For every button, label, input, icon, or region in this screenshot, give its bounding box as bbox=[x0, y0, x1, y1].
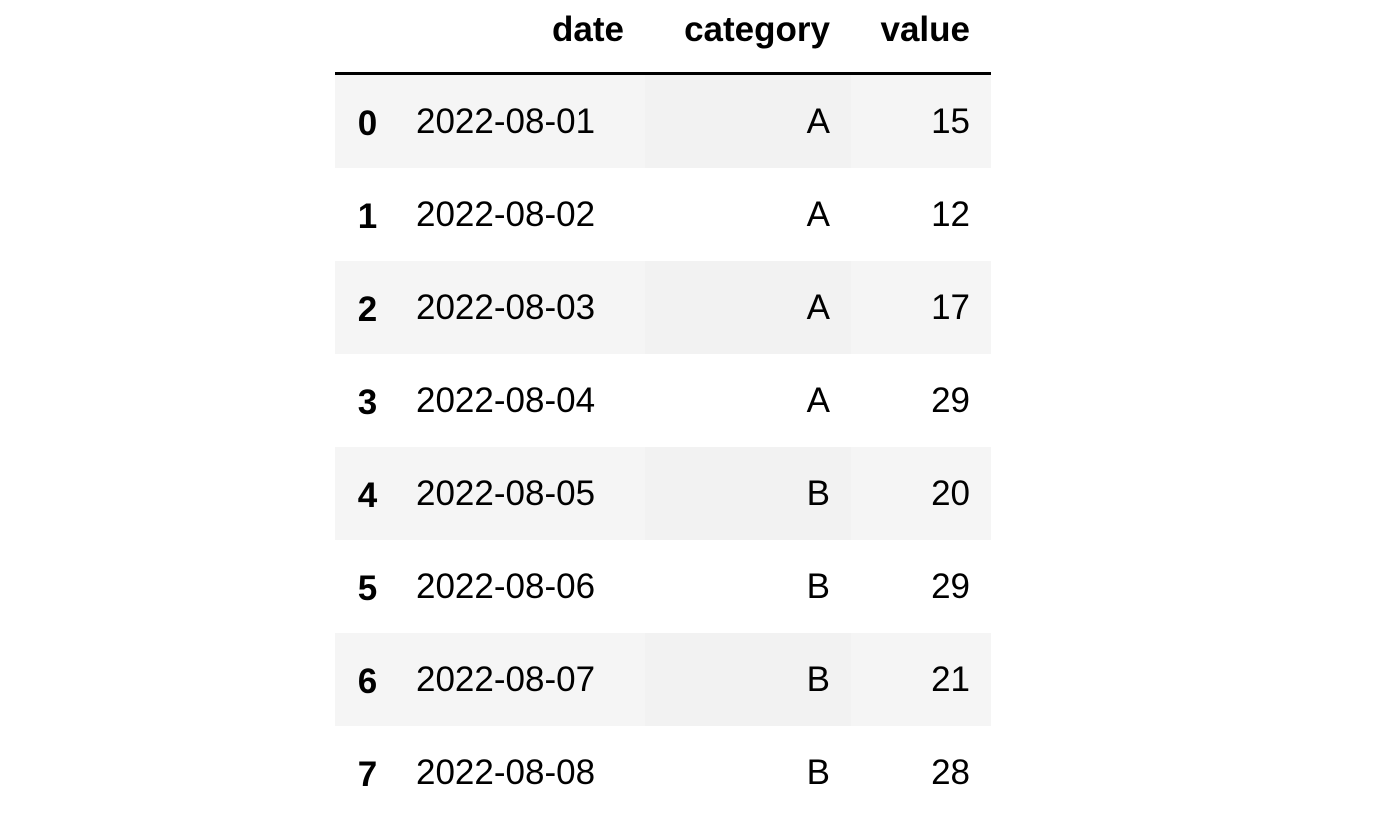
category-cell: B bbox=[645, 447, 851, 540]
row-index: 5 bbox=[335, 540, 400, 633]
value-cell: 21 bbox=[851, 633, 991, 726]
category-cell: A bbox=[645, 261, 851, 354]
date-cell: 2022-08-05 bbox=[400, 447, 645, 540]
date-cell: 2022-08-08 bbox=[400, 726, 645, 819]
value-cell: 28 bbox=[851, 726, 991, 819]
category-cell: A bbox=[645, 74, 851, 169]
category-cell: A bbox=[645, 354, 851, 447]
value-cell: 12 bbox=[851, 168, 991, 261]
column-header: category bbox=[645, 0, 851, 74]
row-index: 4 bbox=[335, 447, 400, 540]
index-header bbox=[335, 0, 400, 74]
date-cell: 2022-08-06 bbox=[400, 540, 645, 633]
row-index: 0 bbox=[335, 74, 400, 169]
category-cell: A bbox=[645, 168, 851, 261]
row-index: 6 bbox=[335, 633, 400, 726]
date-cell: 2022-08-01 bbox=[400, 74, 645, 169]
column-header: value bbox=[851, 0, 991, 74]
date-cell: 2022-08-04 bbox=[400, 354, 645, 447]
category-cell: B bbox=[645, 726, 851, 819]
date-cell: 2022-08-02 bbox=[400, 168, 645, 261]
value-cell: 15 bbox=[851, 74, 991, 169]
column-header: date bbox=[400, 0, 645, 74]
row-index: 7 bbox=[335, 726, 400, 819]
category-cell: B bbox=[645, 633, 851, 726]
value-cell: 20 bbox=[851, 447, 991, 540]
row-index: 2 bbox=[335, 261, 400, 354]
value-cell: 29 bbox=[851, 540, 991, 633]
date-cell: 2022-08-07 bbox=[400, 633, 645, 726]
value-cell: 29 bbox=[851, 354, 991, 447]
date-cell: 2022-08-03 bbox=[400, 261, 645, 354]
row-index: 3 bbox=[335, 354, 400, 447]
category-cell: B bbox=[645, 540, 851, 633]
value-cell: 17 bbox=[851, 261, 991, 354]
row-index: 1 bbox=[335, 168, 400, 261]
